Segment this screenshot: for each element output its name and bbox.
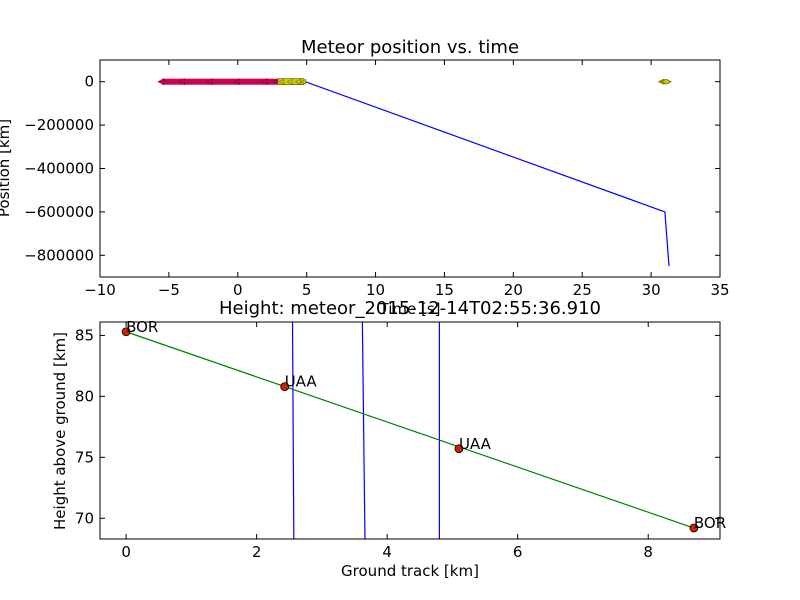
height-track-line [125,331,695,529]
plot1-ytick-label: −200000 [24,116,94,134]
uaa-point [278,78,285,85]
plot1-xtick-label: −10 [84,281,116,299]
uaa-point [286,78,293,85]
plot1-ytick-label: 0 [84,73,94,91]
plot1-xtick-label: −5 [158,281,180,299]
plot2-xlabel: Ground track [km] [341,562,479,580]
plot1-data [157,78,672,267]
bor-point [177,78,185,86]
bor-point [260,78,268,86]
plot2-ytick-label: 80 [75,387,94,405]
plot2-xtick-label: 0 [121,543,131,561]
plot1-ylabel: Position [km] [0,119,13,217]
plot1-xtick-label: 35 [710,281,729,299]
station-marker [121,327,131,337]
plot1-frame [99,59,721,278]
plot1-xtick-label: 20 [504,281,523,299]
late-point [660,78,672,85]
plot1-xtick-label: 5 [302,281,312,299]
plot1-xtick-label: 30 [642,281,661,299]
plot1-ytick-label: −600000 [24,203,94,221]
position-vs-time-plot: Meteor position vs. time Time [s] Positi… [0,37,730,318]
station-marker [454,444,464,454]
bor-observation-band [162,78,278,85]
station-label: BOR [126,318,158,336]
bor-point [233,78,241,86]
plot2-ylabel: Height above ground [km] [51,332,69,530]
station-sightline [291,322,295,539]
plot2-frame [99,321,721,540]
station-label: BOR [694,514,726,532]
plot1-xlabel: Time [s] [379,300,441,318]
plot1-xtick-label: 25 [573,281,592,299]
plot1-ytick-label: −400000 [24,160,94,178]
plot2-ytick-label: 70 [75,509,94,527]
bor-point [157,78,165,86]
uaa-point [300,78,307,85]
station-marker [689,523,699,533]
height-plot: Height: meteor_2015-12-14T02:55:36.910 G… [51,298,726,580]
plot2-data: BOR UAA UAA BOR [121,318,726,539]
plot1-ytick-label: −800000 [24,246,94,264]
station-label: UAA [459,435,492,453]
plot1-xtick-label: 15 [435,281,454,299]
plot2-xtick-label: 6 [513,543,523,561]
plot2-xtick-label: 2 [252,543,262,561]
plot1-xtick-label: 0 [233,281,243,299]
station-sightline [361,322,366,539]
plot2-xtick-label: 8 [643,543,653,561]
plot2-ytick-label: 75 [75,448,94,466]
bor-point [205,78,213,86]
plot2-ytick-label: 85 [75,326,94,344]
plot2-ticks: 0 2 4 6 8 70 75 80 85 [75,322,720,561]
station-label: UAA [285,373,318,391]
station-marker [280,382,290,392]
trajectory-line [162,81,670,267]
plot1-xtick-label: 10 [366,281,385,299]
plot2-xtick-label: 4 [382,543,392,561]
plot2-title: Height: meteor_2015-12-14T02:55:36.910 [219,298,601,319]
plot1-ticks: −10 −5 0 5 10 15 20 25 30 35 0 −200000 −400000 −60000… [24,60,730,299]
plot1-title: Meteor position vs. time [301,37,519,58]
